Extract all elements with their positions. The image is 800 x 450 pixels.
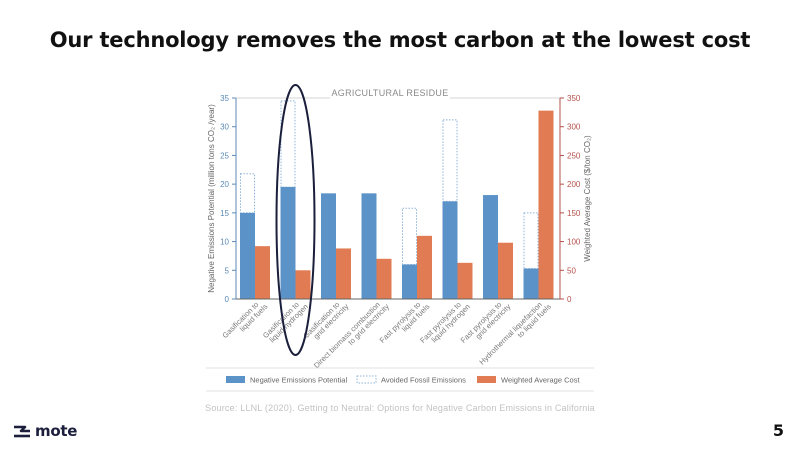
bar-avoided-fossil-emissions [442,119,458,202]
mote-wave-icon [14,425,30,437]
bar-chart: AGRICULTURAL RESIDUE 0 5 10 15 20 25 30 35 Negati… [206,84,594,392]
bar-weighted-cost [336,248,351,299]
chart-title: AGRICULTURAL RESIDUE [331,88,448,98]
highlight-ellipse [275,84,316,356]
bar-weighted-cost [376,258,392,299]
bar-weighted-cost [417,235,432,299]
bar-weighted-cost [498,242,513,299]
right-axis-tick-label: 250 [567,151,581,160]
slide-title: Our technology removes the most carbon a… [49,28,751,52]
legend-swatch-avoided-fossil [356,375,377,384]
bar-weighted-cost [295,270,311,299]
right-axis-tick-label: 150 [567,209,581,218]
left-axis-tick-label: 5 [225,266,230,275]
page-number: 5 [772,421,784,440]
bar-negative-emissions [523,268,539,299]
bar-negative-emissions [483,195,498,299]
right-axis-tick-label: 200 [567,180,581,189]
bar-avoided-fossil-emissions [280,100,296,188]
bar-weighted-cost [255,246,270,299]
legend-label: Negative Emissions Potential [250,376,347,385]
right-axis-tick-label: 50 [567,266,576,275]
left-axis-tick-label: 25 [220,151,229,160]
source-citation: Source: LLNL (2020). Getting to Neutral:… [205,403,595,413]
legend-label: Weighted Average Cost [501,376,580,385]
right-axis-tick-label: 0 [567,295,572,304]
right-axis-tick-label: 350 [567,94,581,103]
bar-weighted-cost [457,262,473,299]
bar-negative-emissions [321,193,336,299]
logo-text: mote [35,422,78,440]
right-axis-tick-label: 300 [567,123,581,132]
left-axis-tick-label: 35 [220,94,229,103]
bar-weighted-cost [538,110,554,300]
chart-title-bg [330,88,450,100]
left-axis-tick-label: 0 [225,295,230,304]
bar-negative-emissions [442,201,458,299]
bar-avoided-fossil-emissions [523,212,539,270]
bar-negative-emissions [280,187,296,299]
logo: mote [13,422,77,440]
legend-swatch-weighted-cost [477,376,496,383]
right-axis-label: Weighted Average Cost ($/ton CO₂) [583,135,592,262]
left-axis-label: Negative Emissions Potential (million to… [207,104,216,293]
legend-swatch-negative-emissions [226,376,245,383]
left-axis-tick-label: 20 [220,180,229,189]
left-axis-tick-label: 30 [220,123,229,132]
left-axis-tick-label: 10 [220,238,229,247]
bar-avoided-fossil-emissions [240,173,255,214]
legend-label: Avoided Fossil Emissions [381,376,466,385]
bar-avoided-fossil-emissions [402,207,417,266]
left-axis-tick-label: 15 [220,209,229,218]
right-axis-tick-label: 100 [567,238,581,247]
bar-negative-emissions [361,193,377,299]
bar-negative-emissions [240,212,255,299]
bar-negative-emissions [402,264,417,299]
